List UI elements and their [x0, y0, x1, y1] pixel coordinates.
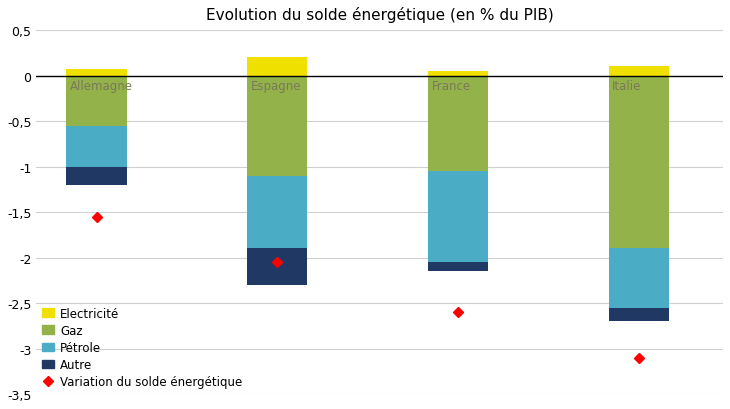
Title: Evolution du solde énergétique (en % du PIB): Evolution du solde énergétique (en % du …: [206, 7, 553, 23]
Bar: [66, 76, 127, 126]
Text: Allemagne: Allemagne: [70, 80, 133, 93]
Bar: [247, 249, 307, 285]
Bar: [609, 67, 669, 76]
Bar: [428, 172, 488, 263]
Bar: [247, 58, 307, 76]
Bar: [609, 76, 669, 249]
Bar: [66, 167, 127, 185]
Bar: [609, 249, 669, 308]
Bar: [66, 126, 127, 167]
Bar: [247, 76, 307, 176]
Text: Espagne: Espagne: [251, 80, 301, 93]
Text: Italie: Italie: [612, 80, 642, 93]
Legend: Electricité, Gaz, Pétrole, Autre, Variation du solde énergétique: Electricité, Gaz, Pétrole, Autre, Variat…: [42, 307, 242, 388]
Bar: [428, 263, 488, 272]
Bar: [609, 308, 669, 321]
Bar: [247, 176, 307, 249]
Bar: [428, 76, 488, 172]
Bar: [428, 72, 488, 76]
Text: France: France: [431, 80, 471, 93]
Bar: [66, 70, 127, 76]
